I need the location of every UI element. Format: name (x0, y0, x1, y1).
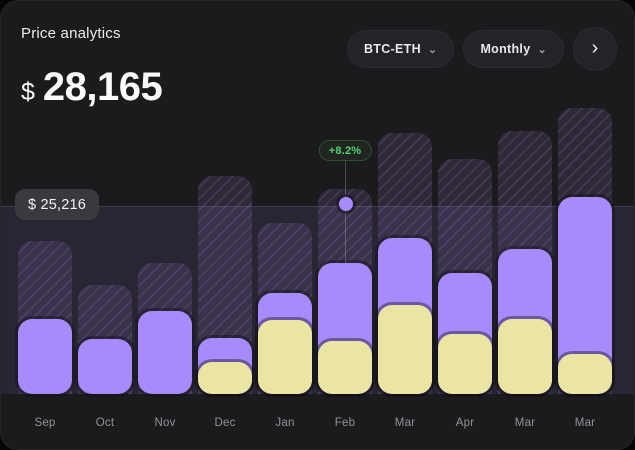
marker-line (345, 161, 346, 263)
bar-yellow-feb[interactable] (318, 341, 372, 394)
marker-dot (338, 197, 353, 211)
change-tooltip-label: +8.2% (328, 144, 362, 157)
current-price: $ 28,165 (21, 65, 163, 110)
x-axis-label-mar: Mar (394, 417, 416, 429)
bar-purple-nov[interactable] (138, 311, 192, 394)
pair-select-label: BTC-ETH (363, 42, 421, 56)
bar-yellow-dec[interactable] (198, 362, 252, 394)
chevron-down-icon: ⌄ (427, 43, 438, 56)
header-controls: BTC-ETH ⌄ Monthly ⌄ › (346, 27, 617, 71)
bar-yellow-mar[interactable] (558, 354, 612, 394)
chevron-right-icon: › (591, 36, 599, 59)
reference-price-label: $ 25,216 (28, 196, 87, 213)
reference-price-badge: $ 25,216 (15, 189, 100, 220)
x-axis-label-mar: Mar (514, 417, 536, 429)
change-tooltip: +8.2% (318, 140, 372, 161)
x-axis-label-mar: Mar (574, 417, 596, 429)
x-axis-label-oct: Oct (95, 417, 115, 429)
x-axis-label-jan: Jan (275, 417, 295, 429)
bar-yellow-apr[interactable] (438, 334, 492, 394)
bar-purple-oct[interactable] (78, 339, 132, 394)
next-button[interactable]: › (573, 27, 617, 71)
period-select[interactable]: Monthly ⌄ (463, 30, 564, 68)
chevron-down-icon: ⌄ (537, 43, 547, 56)
x-axis-label-dec: Dec (214, 417, 236, 429)
bar-purple-sep[interactable] (18, 319, 72, 394)
period-select-label: Monthly (480, 42, 531, 56)
bar-yellow-mar[interactable] (378, 305, 432, 394)
x-axis-label-sep: Sep (34, 417, 56, 429)
x-axis-label-apr: Apr (455, 417, 475, 429)
bar-yellow-mar[interactable] (498, 319, 552, 394)
x-axis-label-feb: Feb (334, 417, 356, 429)
page-title: Price analytics (21, 25, 121, 42)
pair-select[interactable]: BTC-ETH ⌄ (346, 30, 455, 68)
price-value: 28,165 (42, 65, 163, 109)
bar-yellow-jan[interactable] (258, 320, 312, 394)
x-axis-label-nov: Nov (154, 417, 176, 429)
currency-symbol: $ (21, 78, 35, 106)
